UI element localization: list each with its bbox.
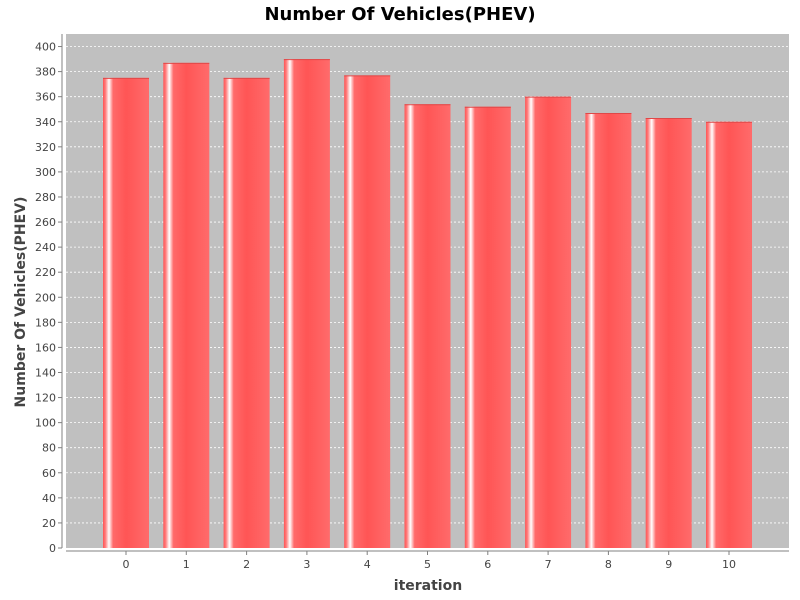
- bar: [163, 62, 210, 549]
- bar: [645, 117, 692, 549]
- x-tick-label: 8: [605, 558, 612, 571]
- x-tick-label: 1: [183, 558, 190, 571]
- bars: [103, 59, 752, 549]
- bar: [283, 59, 330, 548]
- x-axis-ticks: 0 1 2 3 4 5 6 7 8 9 10: [123, 551, 736, 571]
- x-tick-label: 0: [123, 558, 130, 571]
- x-tick-label: 7: [545, 558, 552, 571]
- y-tick-label: 100: [35, 417, 56, 430]
- y-tick-label: 0: [49, 542, 56, 555]
- bar: [404, 104, 451, 548]
- y-tick-label: 340: [35, 116, 56, 129]
- y-tick-label: 120: [35, 392, 56, 405]
- bar: [103, 77, 149, 548]
- x-tick-label: 10: [722, 558, 736, 571]
- bar: [585, 112, 632, 549]
- y-tick-label: 160: [35, 341, 56, 354]
- bar: [223, 77, 270, 548]
- y-tick-label: 400: [35, 41, 56, 54]
- y-tick-label: 260: [35, 216, 56, 229]
- bar: [525, 96, 572, 549]
- y-tick-label: 60: [42, 467, 56, 480]
- y-tick-label: 20: [42, 517, 56, 530]
- y-tick-label: 380: [35, 66, 56, 79]
- bar: [344, 75, 391, 549]
- x-tick-label: 6: [484, 558, 491, 571]
- bar: [464, 106, 511, 549]
- y-tick-label: 80: [42, 442, 56, 455]
- y-axis-label: Number Of Vehicles(PHEV): [13, 197, 29, 408]
- bar: [706, 121, 752, 548]
- y-tick-label: 320: [35, 141, 56, 154]
- x-tick-label: 2: [243, 558, 250, 571]
- x-tick-label: 5: [424, 558, 431, 571]
- x-tick-label: 9: [665, 558, 672, 571]
- y-tick-label: 140: [35, 366, 56, 379]
- y-tick-label: 240: [35, 241, 56, 254]
- y-tick-label: 180: [35, 316, 56, 329]
- y-tick-label: 220: [35, 266, 56, 279]
- y-tick-label: 360: [35, 91, 56, 104]
- y-tick-label: 300: [35, 166, 56, 179]
- chart-title: Number Of Vehicles(PHEV): [264, 4, 535, 25]
- y-tick-label: 280: [35, 191, 56, 204]
- x-tick-label: 4: [364, 558, 371, 571]
- x-tick-label: 3: [303, 558, 310, 571]
- y-tick-label: 200: [35, 291, 56, 304]
- y-tick-label: 40: [42, 492, 56, 505]
- x-axis-label: iteration: [394, 578, 462, 594]
- y-axis-ticks: 0 20 40 60 80 100 120 140 160 180 200 220 240 260 280 3…: [35, 41, 62, 555]
